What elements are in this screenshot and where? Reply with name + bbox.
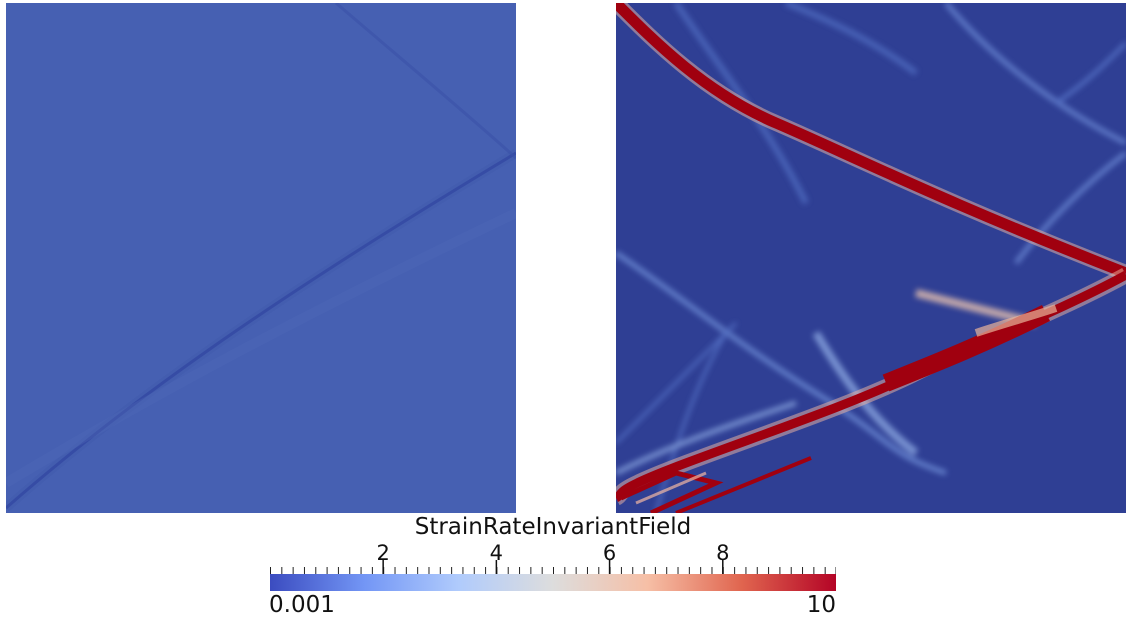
colorbar-min-label: 0.001	[269, 592, 335, 618]
left-field-image	[6, 3, 516, 513]
colorbar-gradient	[270, 574, 836, 591]
right-field-panel	[616, 3, 1126, 513]
colorbar-max-label: 10	[806, 592, 836, 618]
colorbar-tick-marks	[270, 560, 836, 574]
colorbar-tick-label: 2	[376, 541, 390, 565]
right-field-image	[616, 3, 1126, 513]
colorbar-tick-label: 4	[489, 541, 504, 565]
colorbar-tick-label: 6	[602, 541, 617, 565]
left-field-panel	[6, 3, 516, 513]
colorbar-tick-label: 8	[716, 541, 730, 565]
colorbar-title: StrainRateInvariantField	[414, 514, 692, 540]
